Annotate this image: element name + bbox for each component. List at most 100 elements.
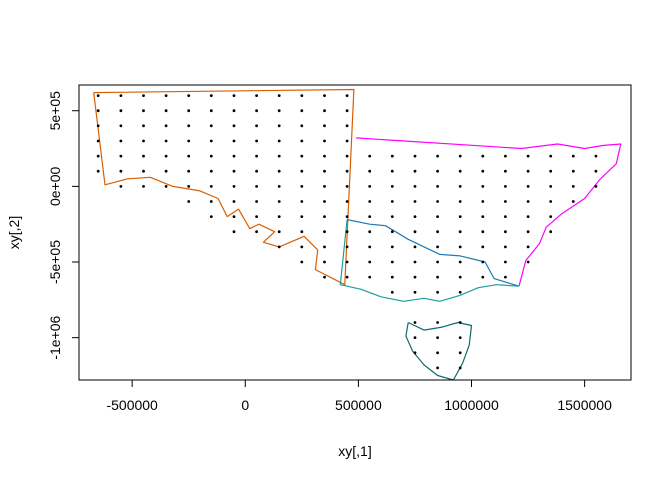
grid-point — [549, 185, 553, 188]
grid-point — [209, 169, 213, 173]
grid-point — [323, 109, 326, 113]
grid-point — [345, 139, 349, 143]
grid-point — [300, 139, 304, 143]
grid-point — [345, 230, 349, 234]
grid-point — [187, 154, 191, 158]
grid-point — [300, 124, 304, 128]
grid-point — [277, 169, 281, 173]
y-tick-label: 0e+00 — [47, 166, 63, 206]
grid-point — [458, 154, 462, 158]
grid-point — [323, 124, 326, 128]
grid-point — [345, 94, 349, 97]
grid-point — [119, 94, 123, 97]
grid-point — [458, 260, 462, 264]
grid-point — [277, 230, 281, 234]
grid-point — [232, 230, 236, 234]
grid-point — [436, 245, 439, 249]
grid-point — [142, 124, 145, 128]
grid-point — [458, 185, 462, 188]
grid-point — [368, 260, 372, 264]
grid-point — [526, 245, 530, 249]
grid-point — [436, 351, 439, 355]
grid-point — [413, 275, 417, 279]
grid-point — [345, 109, 349, 113]
grid-point — [458, 336, 462, 339]
y-tick-label: 5e+05 — [47, 91, 63, 131]
grid-point — [413, 154, 417, 158]
grid-point — [232, 169, 236, 173]
grid-point — [255, 169, 258, 173]
grid-point — [142, 185, 145, 188]
grid-point — [368, 275, 372, 279]
grid-point — [345, 124, 349, 128]
grid-point — [323, 139, 326, 143]
grid-point — [209, 139, 213, 143]
grid-point — [323, 200, 326, 203]
grid-point — [413, 351, 417, 355]
region-outlines — [93, 88, 622, 381]
grid-point — [209, 154, 213, 158]
grid-point — [481, 185, 485, 188]
grid-point — [413, 215, 417, 219]
grid-point — [368, 230, 372, 234]
grid-point — [187, 185, 191, 188]
grid-point — [504, 245, 507, 249]
grid-point — [345, 185, 349, 188]
grid-point — [277, 109, 281, 113]
grid-point — [413, 245, 417, 249]
grid-point — [232, 109, 236, 113]
grid-point — [119, 109, 123, 113]
grid-point — [187, 109, 191, 113]
grid-point — [232, 154, 236, 158]
grid-point — [436, 154, 439, 158]
grid-point — [323, 275, 326, 279]
grid-point — [119, 169, 123, 173]
y-tick-label: -5e+05 — [47, 240, 63, 284]
grid-point — [323, 215, 326, 219]
grid-point — [481, 215, 485, 219]
grid-point — [164, 169, 168, 173]
grid-point — [209, 124, 213, 128]
grid-point — [481, 169, 485, 173]
grid-point — [300, 169, 304, 173]
y-tick-label: -1e+06 — [47, 315, 63, 359]
grid-point — [526, 260, 530, 264]
grid-point — [277, 215, 281, 219]
grid-point — [413, 290, 417, 294]
grid-point — [390, 260, 394, 264]
grid-point — [390, 185, 394, 188]
grid-point — [164, 94, 168, 97]
grid-point — [571, 169, 575, 173]
grid-point — [277, 185, 281, 188]
grid-point — [164, 154, 168, 158]
grid-point — [345, 154, 349, 158]
grid-point — [594, 185, 598, 188]
region-outline-5 — [405, 321, 473, 381]
grid-point — [187, 200, 191, 203]
grid-point — [413, 185, 417, 188]
grid-point — [390, 154, 394, 158]
grid-point — [504, 215, 507, 219]
grid-point — [300, 154, 304, 158]
grid-point — [255, 139, 258, 143]
grid-point — [526, 154, 530, 158]
grid-point — [549, 200, 553, 203]
grid-point — [164, 124, 168, 128]
grid-point — [458, 245, 462, 249]
grid-point — [232, 94, 236, 97]
grid-point — [504, 169, 507, 173]
grid-point — [436, 260, 439, 264]
grid-point — [413, 200, 417, 203]
grid-point — [504, 275, 507, 279]
grid-point — [413, 260, 417, 264]
grid-point — [436, 321, 439, 324]
grid-point — [345, 245, 349, 249]
grid-point — [142, 169, 145, 173]
grid-point — [96, 139, 100, 143]
grid-point — [277, 245, 281, 249]
grid-point — [300, 260, 304, 264]
grid-point — [390, 200, 394, 203]
grid-point — [571, 200, 575, 203]
grid-point — [458, 230, 462, 234]
